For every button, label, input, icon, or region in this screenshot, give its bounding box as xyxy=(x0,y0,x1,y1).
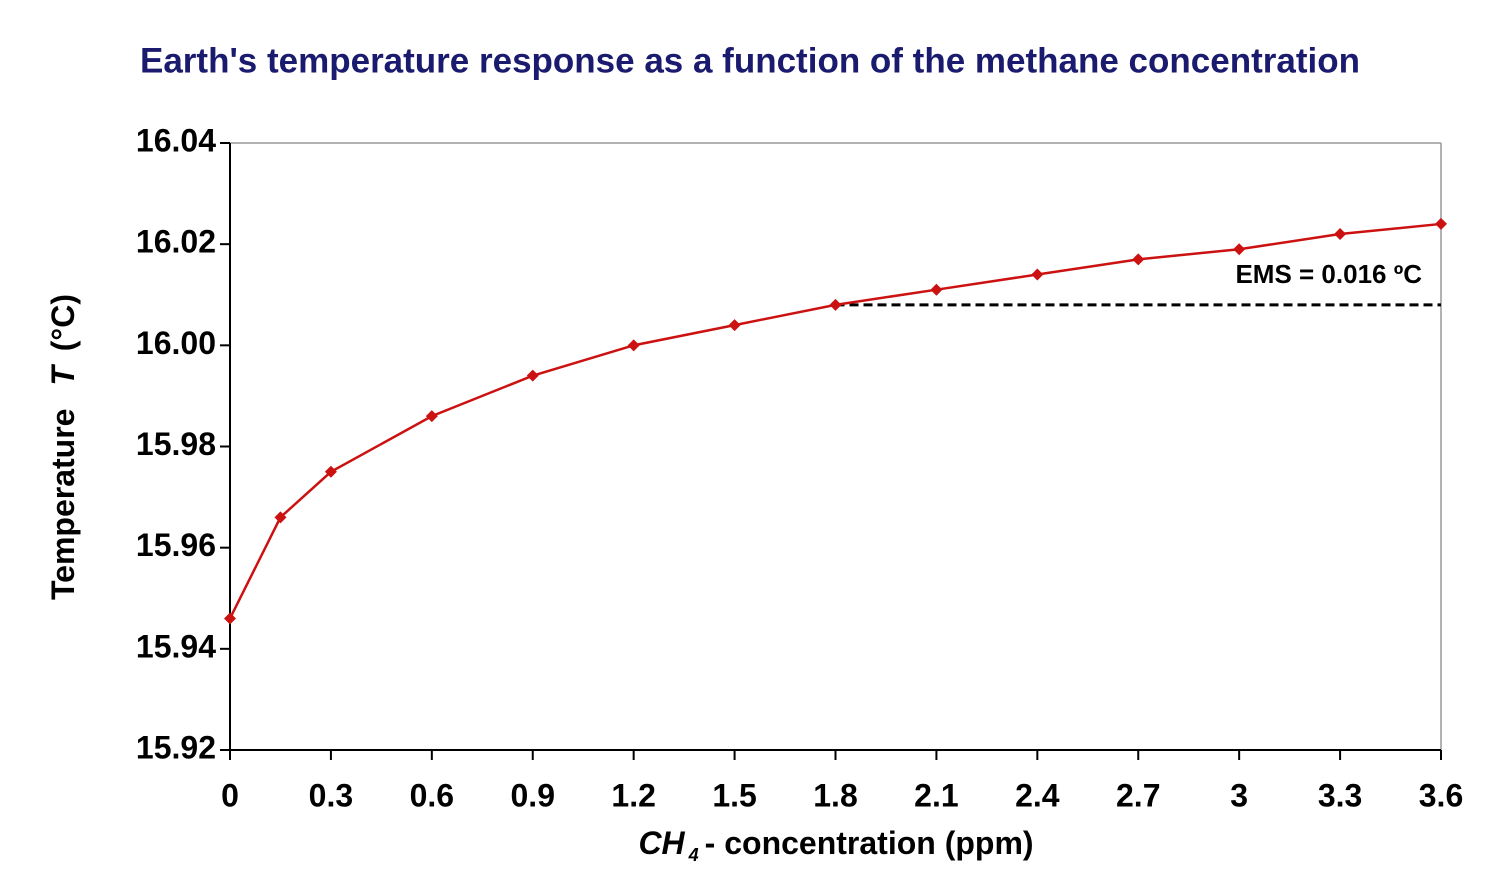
y-tick-label: 16.00 xyxy=(136,325,216,361)
data-point xyxy=(930,283,943,296)
data-point xyxy=(1334,228,1347,241)
y-axis-label: Temperature T (°C) xyxy=(45,294,81,600)
data-point xyxy=(829,298,842,311)
x-tick-label: 1.5 xyxy=(712,777,756,813)
data-point xyxy=(224,612,236,625)
x-tick-label: 0.6 xyxy=(410,777,454,813)
x-tick-label: 0 xyxy=(221,777,239,813)
data-point xyxy=(1031,268,1044,281)
x-label-sub: 4 xyxy=(688,845,699,865)
y-label-italic: T xyxy=(45,364,81,386)
data-point xyxy=(1435,217,1447,230)
data-point xyxy=(274,511,287,524)
y-tick-label: 16.02 xyxy=(136,224,216,260)
data-point xyxy=(324,465,337,478)
data-point xyxy=(425,410,438,423)
x-tick-label: 1.8 xyxy=(813,777,857,813)
y-tick-label: 15.98 xyxy=(136,426,216,462)
y-tick-label: 16.04 xyxy=(136,122,216,158)
data-point xyxy=(1132,253,1145,266)
y-tick-label: 15.92 xyxy=(136,729,216,765)
data-point xyxy=(728,319,741,332)
y-label-main: Temperature xyxy=(45,400,81,600)
x-tick-label: 2.1 xyxy=(914,777,958,813)
data-point xyxy=(1233,243,1246,256)
y-label-rest: (°C) xyxy=(45,294,81,360)
x-tick-label: 0.3 xyxy=(309,777,353,813)
x-label-rest: - concentration (ppm) xyxy=(705,825,1034,861)
y-tick-label: 15.94 xyxy=(136,628,216,664)
x-tick-label: 3 xyxy=(1230,777,1248,813)
x-label-main: CH xyxy=(638,825,685,861)
data-line xyxy=(228,222,1442,620)
annotation: EMS = 0.016 ºC xyxy=(1235,259,1422,289)
x-tick-label: 2.7 xyxy=(1116,777,1160,813)
x-tick-label: 3.3 xyxy=(1318,777,1362,813)
x-tick-label: 3.6 xyxy=(1419,777,1463,813)
x-tick-label: 1.2 xyxy=(611,777,655,813)
data-point xyxy=(627,339,640,352)
chart-title: Earth's temperature response as a functi… xyxy=(140,41,1360,80)
x-tick-label: 0.9 xyxy=(511,777,555,813)
data-point xyxy=(526,369,539,382)
y-tick-label: 15.96 xyxy=(136,527,216,563)
x-axis-label: CH 4 - concentration (ppm) xyxy=(638,825,1033,864)
x-tick-label: 2.4 xyxy=(1015,777,1060,813)
